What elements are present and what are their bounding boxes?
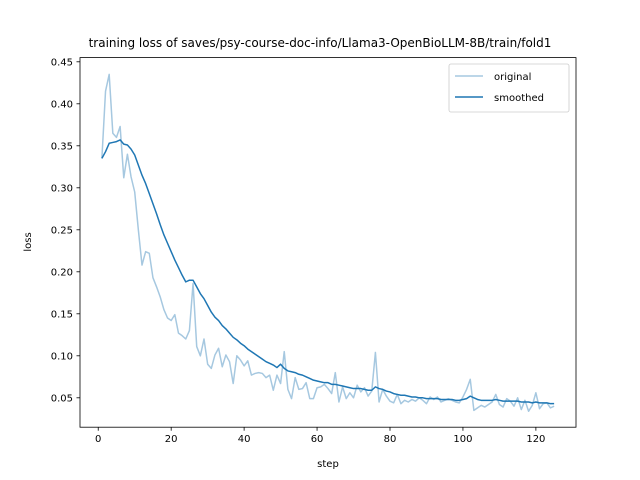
- x-axis-label: step: [317, 459, 339, 470]
- x-tick-label: 80: [384, 434, 397, 445]
- x-tick-label: 40: [238, 434, 251, 445]
- x-axis: 0 20 40 60 80 100 120: [95, 427, 545, 445]
- x-tick-label: 0: [95, 434, 101, 445]
- y-tick-label: 0.30: [51, 183, 73, 194]
- x-tick-label: 100: [453, 434, 472, 445]
- plot-lines: [101, 73, 555, 412]
- x-tick-label: 20: [165, 434, 178, 445]
- plot-frame: [79, 57, 577, 428]
- y-tick-label: 0.15: [51, 309, 73, 320]
- y-tick-label: 0.10: [51, 351, 73, 362]
- legend-label-smoothed: smoothed: [494, 93, 544, 104]
- series-line-original: [101, 73, 555, 412]
- y-tick-label: 0.35: [51, 141, 73, 152]
- legend-label-original: original: [494, 72, 531, 83]
- y-axis-label: loss: [23, 232, 34, 251]
- x-tick-label: 120: [526, 434, 545, 445]
- y-tick-label: 0.05: [51, 393, 73, 404]
- chart-title: training loss of saves/psy-course-doc-in…: [89, 36, 552, 50]
- y-axis: 0.05 0.10 0.15 0.20 0.25 0.30 0.35 0.40 0.45: [51, 57, 80, 404]
- legend: original smoothed: [448, 63, 570, 113]
- series-line-smoothed: [101, 139, 555, 405]
- x-tick-label: 60: [311, 434, 324, 445]
- y-tick-label: 0.45: [51, 57, 73, 68]
- y-tick-label: 0.40: [51, 99, 73, 110]
- y-tick-label: 0.20: [51, 267, 73, 278]
- y-tick-label: 0.25: [51, 225, 73, 236]
